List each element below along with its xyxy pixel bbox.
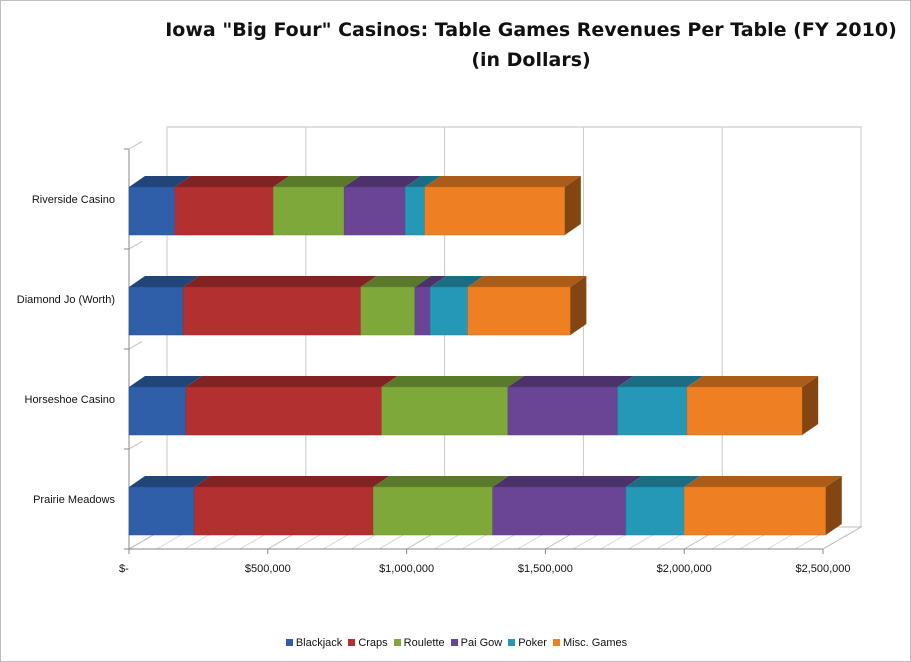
bar-horseshoe-casino-pai-gow [507, 386, 618, 436]
bar-horseshoe-casino-roulette [381, 386, 509, 436]
bar-prairie-meadows-misc-games [683, 486, 827, 536]
bar-prairie-meadows-poker [625, 486, 685, 536]
legend-label: Roulette [403, 637, 445, 649]
bar-diamond-jo-worth-pai-gow-top [414, 276, 447, 287]
legend-item-craps: Craps [348, 637, 388, 649]
chart-subtitle: (in Dollars) [471, 49, 591, 71]
bar-prairie-meadows-misc-games-top [684, 476, 842, 487]
bar-riverside-casino-misc-games [424, 186, 566, 236]
x-tick-label: $- [119, 563, 129, 575]
bar-horseshoe-casino-pai-gow-top [507, 376, 634, 387]
bar-horseshoe-casino-craps [185, 386, 382, 436]
y-category-label: Riverside Casino [32, 194, 115, 206]
legend-item-pai-gow: Pai Gow [450, 637, 503, 649]
bar-diamond-jo-worth-blackjack-top [129, 276, 200, 287]
legend-label: Misc. Games [562, 637, 628, 649]
legend-label: Pai Gow [460, 637, 503, 649]
legend-swatch [450, 639, 458, 646]
bar-horseshoe-casino-end-face [802, 376, 819, 435]
y-category-label: Diamond Jo (Worth) [17, 294, 115, 306]
x-tick-label: $1,000,000 [379, 563, 434, 575]
bar-riverside-casino-craps-top [174, 176, 290, 187]
side-wall-line [128, 340, 143, 350]
bar-prairie-meadows-poker-top [625, 476, 701, 487]
legend-label: Blackjack [295, 637, 343, 649]
legend-label: Poker [518, 637, 547, 649]
bar-prairie-meadows-end-face [825, 476, 842, 535]
side-wall-line [128, 440, 143, 450]
bar-riverside-casino-roulette-top [273, 176, 361, 187]
x-tick-label: $500,000 [245, 563, 291, 575]
bar-prairie-meadows-craps-top [194, 476, 390, 487]
bar-horseshoe-casino-blackjack-top [129, 376, 202, 387]
legend-swatch [348, 639, 356, 646]
bar-prairie-meadows-pai-gow-top [492, 476, 642, 487]
legend-swatch [552, 639, 560, 646]
bar-horseshoe-casino-misc-games [686, 386, 803, 436]
bar-horseshoe-casino-poker-top [617, 376, 703, 387]
bar-diamond-jo-worth-roulette-top [360, 276, 431, 287]
bar-riverside-casino-misc-games-top [424, 176, 581, 187]
bar-diamond-jo-worth-misc-games [467, 286, 571, 336]
bar-prairie-meadows-roulette [373, 486, 493, 536]
legend-label: Craps [358, 637, 388, 649]
chart-legend: Blackjack Craps Roulette Pai Gow Poker Misc. … [1, 637, 910, 649]
bar-diamond-jo-worth-end-face [570, 276, 587, 335]
bar-riverside-casino-end-face [564, 176, 581, 235]
bar-horseshoe-casino-misc-games-top [686, 376, 819, 387]
bar-prairie-meadows-roulette-top [373, 476, 509, 487]
side-wall-line [128, 140, 143, 150]
bar-riverside-casino-pai-gow-top [344, 176, 422, 187]
x-tick-label: $2,000,000 [657, 563, 712, 575]
y-category-label: Horseshoe Casino [25, 394, 116, 406]
legend-item-poker: Poker [508, 637, 547, 649]
bar-diamond-jo-worth-poker [429, 286, 468, 336]
bar-diamond-jo-worth-blackjack [128, 286, 184, 336]
bar-riverside-casino-blackjack [128, 186, 176, 236]
legend-swatch [508, 639, 516, 646]
legend-swatch [285, 639, 293, 646]
bar-prairie-meadows-blackjack [128, 486, 195, 536]
bar-riverside-casino-poker-top [405, 176, 441, 187]
bar-diamond-jo-worth-poker-top [430, 276, 484, 287]
legend-item-roulette: Roulette [393, 637, 445, 649]
bar-prairie-meadows-craps [193, 486, 374, 536]
bar-horseshoe-casino-roulette-top [381, 376, 524, 387]
side-wall-line [128, 240, 143, 250]
side-wall-line [128, 540, 143, 550]
floor-gridline [822, 526, 862, 550]
legend-swatch [393, 639, 401, 646]
bar-prairie-meadows-blackjack-top [129, 476, 211, 487]
bar-prairie-meadows-pai-gow [492, 486, 627, 536]
bar-diamond-jo-worth-craps [182, 286, 362, 336]
bar-diamond-jo-worth-craps-top [183, 276, 377, 287]
bar-chart-plot: $- $500,000 $1,000,000 $1,500,000 $2,000,000… [17, 126, 863, 575]
x-tick-label: $1,500,000 [518, 563, 573, 575]
x-tick-label: $2,500,000 [795, 563, 850, 575]
bar-riverside-casino-blackjack-top [129, 176, 191, 187]
chart-title: Iowa "Big Four" Casinos: Table Games Rev… [165, 19, 897, 41]
bar-diamond-jo-worth-misc-games-top [467, 276, 587, 287]
legend-item-misc-games: Misc. Games [552, 637, 628, 649]
bar-riverside-casino-roulette [273, 186, 345, 236]
bar-horseshoe-casino-poker [617, 386, 688, 436]
bar-horseshoe-casino-blackjack [128, 386, 187, 436]
bar-riverside-casino-poker [404, 186, 425, 236]
bar-horseshoe-casino-craps-top [185, 376, 398, 387]
bar-riverside-casino-pai-gow [343, 186, 406, 236]
bar-diamond-jo-worth-pai-gow [414, 286, 431, 336]
bar-riverside-casino-craps [174, 186, 274, 236]
bar-diamond-jo-worth-roulette [360, 286, 416, 336]
y-category-label: Prairie Meadows [33, 494, 115, 506]
legend-item-blackjack: Blackjack [285, 637, 343, 649]
